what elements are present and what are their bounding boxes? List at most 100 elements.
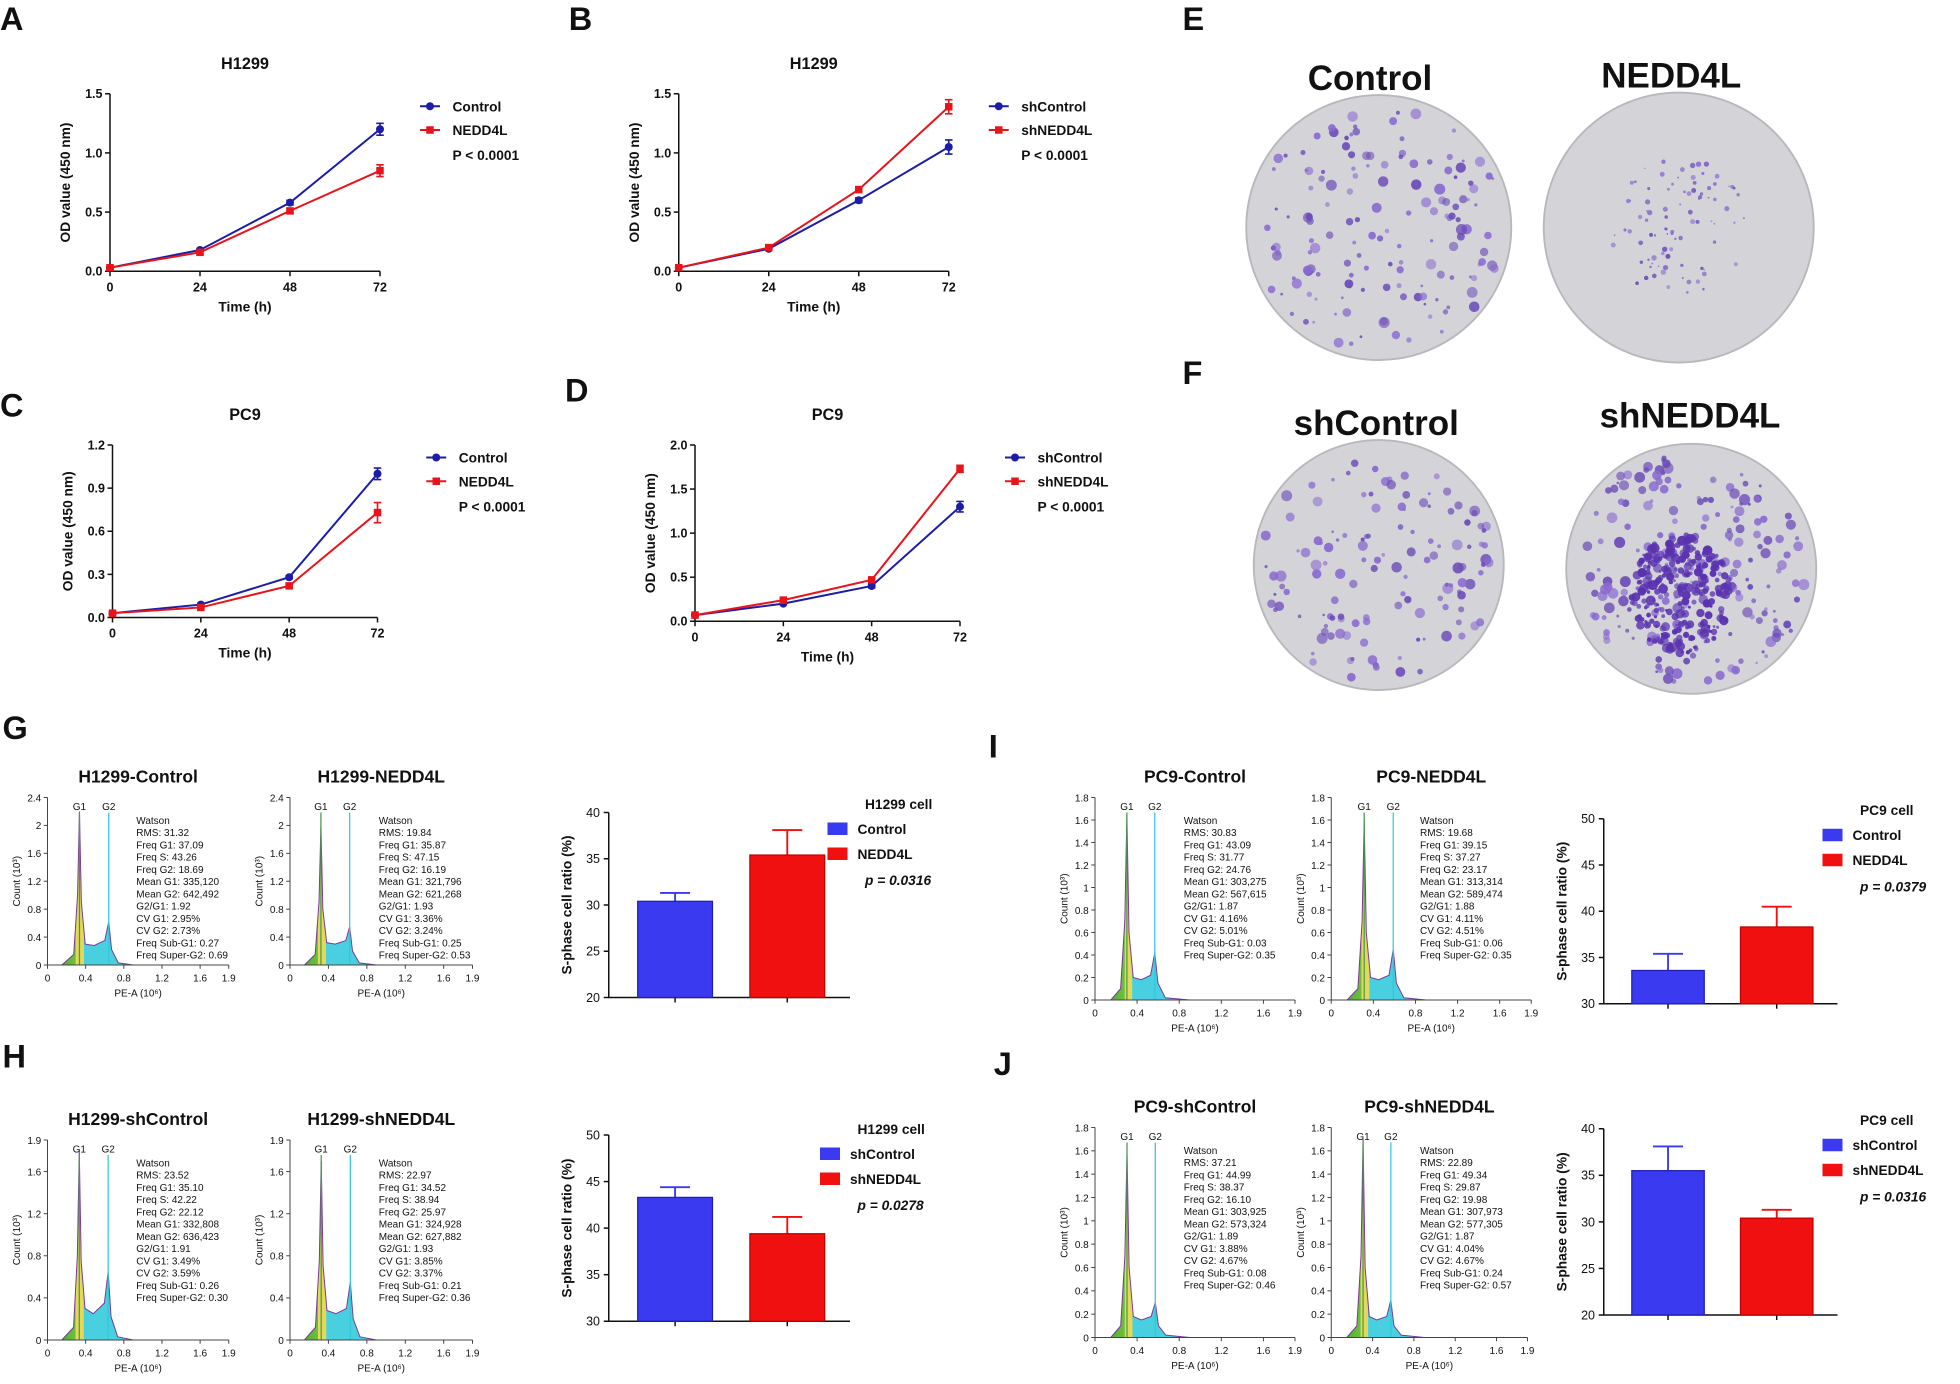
y-axis-label: OD value (450 nm) — [61, 471, 76, 591]
colony — [1400, 591, 1406, 597]
colony — [1455, 162, 1466, 173]
error-bar — [772, 829, 803, 856]
colony — [1400, 471, 1409, 480]
stat-line: CV G1: 2.95% — [136, 914, 200, 925]
colony — [1479, 247, 1489, 257]
series-line — [109, 128, 381, 269]
error-bar — [772, 1216, 803, 1234]
colony — [1371, 503, 1381, 513]
colony — [1715, 589, 1721, 594]
stat-line: Freq G2: 22.12 — [136, 1207, 204, 1218]
colony — [1273, 592, 1277, 596]
colony — [1331, 477, 1335, 482]
colony — [1643, 621, 1652, 629]
colony — [1758, 484, 1762, 488]
colony — [1380, 160, 1389, 169]
colony — [1635, 548, 1640, 553]
colony — [1371, 465, 1379, 473]
colony — [1736, 193, 1740, 197]
colony — [1427, 492, 1431, 496]
colony — [1659, 606, 1665, 613]
stat-line: Watson — [379, 816, 413, 827]
colony — [1377, 176, 1389, 187]
colony — [1662, 264, 1669, 271]
colony — [1370, 564, 1378, 573]
colony — [1742, 480, 1749, 487]
y-tick-label: 0.8 — [1311, 1240, 1325, 1251]
x-tick-label: 24 — [762, 280, 776, 294]
y-tick-label: 1.2 — [1075, 1193, 1089, 1204]
colony — [1677, 621, 1685, 628]
colony — [1348, 272, 1354, 278]
colony — [1623, 228, 1627, 232]
colony — [1430, 239, 1434, 243]
colony — [1659, 171, 1665, 177]
colony — [1761, 650, 1765, 654]
x-tick-label: 0.4 — [321, 1348, 335, 1359]
error-bar — [1653, 952, 1684, 971]
y-tick-label: 0.4 — [1075, 1287, 1089, 1298]
colony — [1715, 512, 1721, 518]
colony — [1668, 560, 1676, 567]
colony — [1656, 636, 1661, 640]
colony — [1452, 203, 1460, 211]
y-tick-label: 1 — [1319, 1217, 1325, 1228]
y-axis-label: OD value (450 nm) — [643, 473, 658, 593]
colony — [1748, 557, 1753, 563]
bar — [637, 900, 714, 999]
colony — [1357, 540, 1368, 551]
colony — [1703, 676, 1713, 685]
y-axis-label: S-phase cell ratio (%) — [559, 1159, 574, 1298]
colony — [1651, 273, 1657, 279]
point — [867, 582, 876, 590]
colony — [1652, 470, 1662, 481]
x-tick-label: 0.8 — [360, 1348, 374, 1359]
colony — [1649, 618, 1655, 624]
colony — [1350, 657, 1355, 662]
y-tick-label: 0.4 — [270, 1294, 284, 1305]
colony — [1703, 268, 1706, 271]
colony — [1707, 196, 1710, 199]
y-axis-label: S-phase cell ratio (%) — [1554, 842, 1569, 981]
colony — [1447, 507, 1455, 515]
colony — [1715, 670, 1725, 680]
gate-label: G2 — [343, 802, 357, 813]
colony — [1328, 124, 1336, 132]
point — [286, 207, 294, 215]
colonies — [1582, 455, 1810, 685]
y-tick-label: 2 — [36, 821, 42, 832]
stat-line: Watson — [1420, 816, 1454, 827]
colony — [1672, 603, 1683, 613]
colony — [1668, 579, 1674, 585]
colony — [1739, 501, 1744, 506]
colony — [1666, 187, 1670, 191]
colony — [1308, 481, 1316, 489]
stat-line: G2/G1: 1.93 — [379, 1244, 434, 1255]
colony — [1764, 654, 1769, 659]
colony — [1363, 265, 1369, 271]
colony — [1763, 535, 1773, 545]
x-tick-label: 1.9 — [466, 1348, 480, 1359]
colony — [1707, 496, 1714, 504]
y-tick-label: 0.2 — [1075, 973, 1089, 984]
colony — [1755, 661, 1758, 665]
stat-line: Mean G2: 636,423 — [136, 1232, 219, 1243]
colony — [1469, 184, 1479, 194]
colony — [1454, 501, 1463, 510]
colony — [1322, 613, 1326, 617]
panel-label: H — [3, 1039, 26, 1075]
error-bar — [1761, 1208, 1792, 1219]
legend-label: shNEDD4L — [1853, 1163, 1924, 1178]
colony — [1442, 603, 1449, 611]
point — [945, 103, 953, 111]
axis — [109, 93, 380, 273]
colony — [1405, 210, 1412, 216]
x-tick-label: 0 — [675, 280, 682, 294]
stat-line: CV G2: 3.24% — [379, 926, 443, 937]
colony — [1649, 232, 1654, 237]
y-tick-label: 1.4 — [1075, 1170, 1089, 1181]
y-tick-label: 35 — [1581, 1169, 1595, 1183]
colony — [1681, 569, 1690, 578]
colony — [1348, 151, 1356, 159]
chart-title: H1299-shNEDD4L — [307, 1109, 455, 1129]
